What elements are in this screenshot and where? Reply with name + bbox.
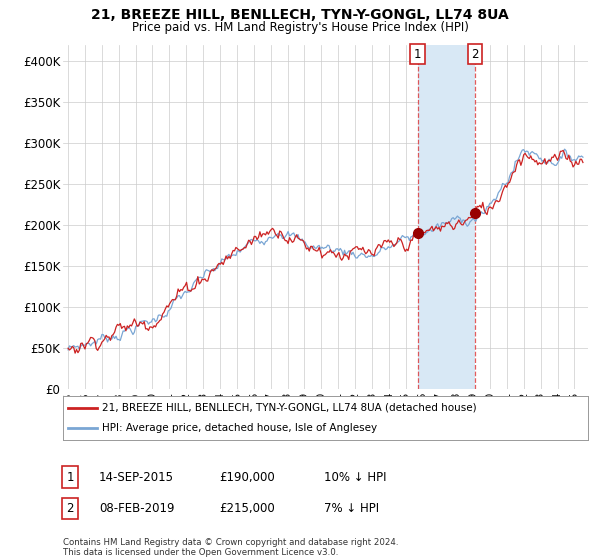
Text: 10% ↓ HPI: 10% ↓ HPI xyxy=(324,470,386,484)
Text: HPI: Average price, detached house, Isle of Anglesey: HPI: Average price, detached house, Isle… xyxy=(103,423,377,433)
Text: 14-SEP-2015: 14-SEP-2015 xyxy=(99,470,174,484)
Text: 2: 2 xyxy=(67,502,74,515)
Text: 7% ↓ HPI: 7% ↓ HPI xyxy=(324,502,379,515)
Text: 21, BREEZE HILL, BENLLECH, TYN-Y-GONGL, LL74 8UA: 21, BREEZE HILL, BENLLECH, TYN-Y-GONGL, … xyxy=(91,8,509,22)
Text: 2: 2 xyxy=(471,48,479,60)
Text: Price paid vs. HM Land Registry's House Price Index (HPI): Price paid vs. HM Land Registry's House … xyxy=(131,21,469,34)
Text: 1: 1 xyxy=(67,470,74,484)
Text: 21, BREEZE HILL, BENLLECH, TYN-Y-GONGL, LL74 8UA (detached house): 21, BREEZE HILL, BENLLECH, TYN-Y-GONGL, … xyxy=(103,403,477,413)
Text: Contains HM Land Registry data © Crown copyright and database right 2024.
This d: Contains HM Land Registry data © Crown c… xyxy=(63,538,398,557)
Text: £215,000: £215,000 xyxy=(219,502,275,515)
Text: 08-FEB-2019: 08-FEB-2019 xyxy=(99,502,175,515)
Text: £190,000: £190,000 xyxy=(219,470,275,484)
Bar xyxy=(418,45,475,389)
Text: 1: 1 xyxy=(414,48,421,60)
